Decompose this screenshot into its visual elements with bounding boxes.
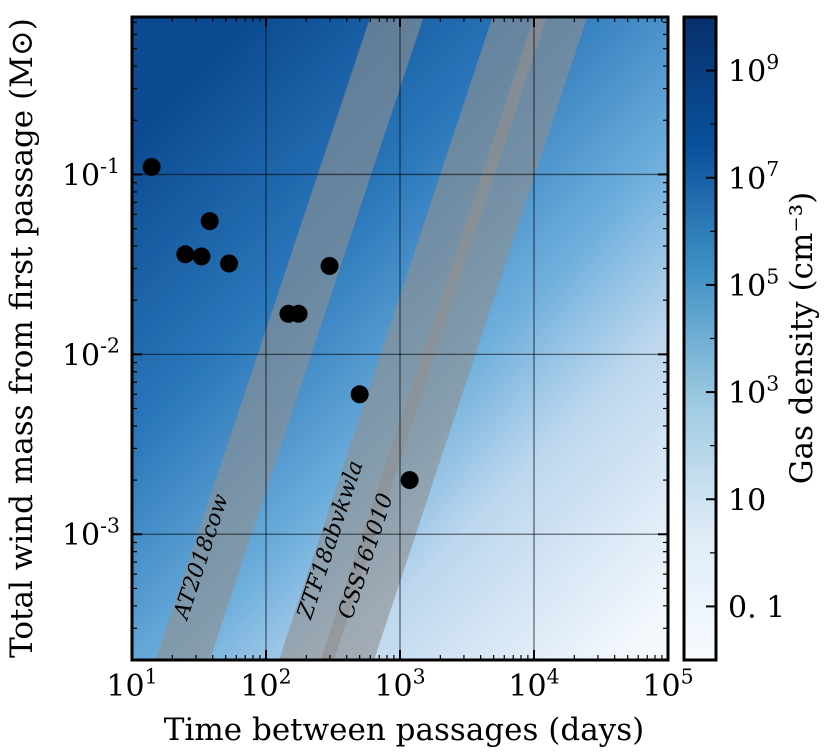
colorbar-tick-label: 105 (728, 264, 779, 304)
source-bands (155, 17, 588, 660)
data-points (142, 157, 419, 490)
x-tick-label: 102 (240, 664, 291, 704)
data-point (400, 471, 419, 490)
data-point (320, 256, 339, 275)
data-point (220, 254, 239, 273)
colorbar-ticks: 109 107 105 103 10 0. 1 (706, 50, 785, 661)
data-point (200, 212, 219, 231)
y-axis-label: Total wind mass from first passage (M⊙) (4, 18, 40, 658)
colorbar-tick-label: 10 (728, 483, 766, 518)
colorbar-tick-label: 109 (728, 50, 779, 90)
data-point (142, 157, 161, 176)
y-tick-label: 10-2 (62, 334, 120, 374)
x-tick-label: 105 (642, 664, 693, 704)
y-tick-label: 10-1 (62, 154, 120, 194)
grid-lines (132, 17, 668, 660)
colorbar-tick-label: 0. 1 (728, 590, 785, 625)
data-point (289, 304, 308, 323)
band-css161010 (320, 17, 588, 660)
x-tick-label: 104 (508, 664, 559, 704)
x-tick-label: 103 (374, 664, 425, 704)
colorbar-tick-label: 107 (728, 157, 779, 197)
colorbar: 109 107 105 103 10 0. 1 Gas density (cm⁻³) (682, 15, 820, 662)
y-axis: 10-1 10-2 10-3 (62, 21, 668, 629)
y-tick-label: 10-3 (62, 514, 120, 554)
band-ztf18abvkwla (278, 17, 547, 660)
data-point (176, 245, 195, 264)
data-point (192, 247, 211, 266)
colorbar-label: Gas density (cm⁻³) (784, 192, 820, 485)
x-tick-label: 101 (106, 664, 157, 704)
x-axis: 101 102 103 104 105 (106, 17, 694, 704)
band-at2018cow (155, 17, 424, 660)
colorbar-tick-label: 103 (728, 371, 779, 411)
data-point (350, 385, 369, 404)
x-axis-label: Time between passages (days) (164, 712, 644, 748)
